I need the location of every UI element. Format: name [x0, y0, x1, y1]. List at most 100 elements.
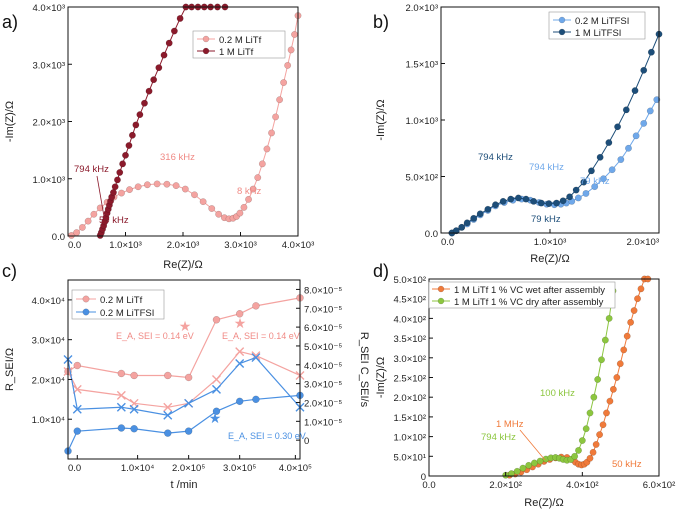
data-point-a-1 [160, 51, 168, 59]
data-point-b-1 [522, 195, 530, 203]
cross-point-c-3 [211, 384, 221, 394]
y-tick-label-b: 1.5×10³ [406, 60, 439, 71]
data-point-b-0 [608, 166, 616, 174]
data-point-a-1 [136, 111, 144, 119]
y2-tick-label-c: 4.0×10⁻⁵ [304, 361, 342, 372]
legend-label-c: 0.2 M LiTf [100, 295, 143, 306]
data-point-d-1 [590, 393, 598, 401]
data-point-d-0 [592, 441, 600, 448]
y-tick-label-d: 2.5×10² [394, 374, 427, 385]
data-point-a-1 [125, 142, 133, 149]
y-tick-label-b: 1.0×10³ [406, 116, 439, 127]
data-point-c-2 [212, 407, 221, 416]
y-tick-label-b: 5.0×10² [406, 173, 439, 184]
data-point-b-1 [463, 219, 471, 227]
y-tick-label-b: 0.0 [425, 229, 438, 240]
data-point-c-0 [130, 371, 138, 380]
panel-b-label: b) [373, 12, 389, 32]
data-point-d-0 [589, 448, 597, 456]
data-point-a-0 [208, 205, 216, 212]
data-point-a-0 [236, 209, 244, 217]
y-tick-label-d: 4.5×10² [394, 295, 427, 306]
data-point-a-0 [73, 229, 81, 237]
y-tick-label-d: 1.5×10² [394, 413, 427, 424]
y-tick-label-b: 2.0×10³ [406, 3, 439, 14]
y-tick-label-a: 1.0×10³ [33, 175, 66, 186]
data-point-a-1 [150, 76, 158, 84]
legend-label-a: 0.2 M LiTf [219, 35, 262, 46]
cross-point-c-3 [116, 402, 126, 412]
data-point-a-1 [114, 176, 121, 184]
legend-marker-c [82, 295, 90, 303]
x-axis-label-a: Re(Z)/Ω [163, 259, 202, 271]
legend-marker-d [437, 285, 445, 293]
legend-box-a [192, 30, 286, 59]
cross-point-c-3 [184, 398, 194, 408]
data-point-c-0 [235, 310, 244, 318]
series-line-d-0 [509, 278, 648, 476]
data-point-c-0 [252, 302, 260, 310]
panel-c: c) ★ ★ ★ 0.0 1.0×10⁴ 2.0×10⁵ 3.0×10⁵ 4.0×10⁵ 1.0×… [2, 261, 370, 491]
legend-marker-a [202, 47, 210, 55]
data-point-d-0 [603, 409, 610, 417]
data-point-a-1 [165, 39, 173, 47]
y2-tick-label-c: 7.0×10⁻⁵ [304, 304, 342, 315]
data-point-a-0 [118, 189, 125, 197]
data-point-b-1 [587, 167, 595, 175]
data-point-c-2 [235, 397, 244, 406]
data-point-d-1 [605, 314, 613, 322]
data-point-c-0 [73, 361, 82, 370]
data-point-a-0 [245, 195, 253, 203]
data-point-a-0 [268, 129, 275, 137]
annotation-a-316khz: 316 kHz [160, 152, 195, 163]
y-tick-label-d: 2.0×10² [394, 393, 427, 404]
cross-point-c-3 [72, 404, 82, 414]
data-point-a-0 [240, 203, 248, 211]
data-point-d-1 [507, 470, 515, 478]
x-tick-label-d: 2.0×10² [489, 480, 522, 491]
y-tick-label-a: 0.0 [52, 232, 65, 243]
panel-a-label: a) [2, 12, 18, 32]
legend-box-b [548, 11, 646, 40]
data-point-b-0 [640, 119, 648, 127]
annotation-b-794khz-dark: 794 kHz [478, 152, 513, 163]
x-tick-label-b: 0.0 [441, 237, 454, 248]
data-point-b-1 [452, 227, 460, 235]
data-point-c-0 [184, 373, 193, 382]
annotation-line-d [519, 429, 546, 461]
data-point-a-0 [263, 145, 271, 153]
data-point-d-1 [586, 409, 594, 417]
data-point-b-1 [622, 106, 630, 114]
data-point-d-0 [599, 421, 607, 429]
star-marker-c: ★ [209, 410, 222, 426]
plot-frame-b [440, 6, 660, 234]
y-axis-label-c: R_SEI/Ω [4, 348, 16, 391]
data-point-a-1 [109, 189, 117, 196]
x-axis-label-d: Re(Z)/Ω [524, 497, 563, 509]
legend-marker-c [82, 308, 90, 316]
data-point-d-0 [606, 397, 614, 405]
data-point-d-0 [616, 360, 624, 368]
star-marker-c: ★ [234, 315, 247, 331]
x-tick-label-a: 3.0×10³ [224, 240, 257, 251]
y-tick-label-a: 2.0×10³ [33, 118, 66, 129]
data-point-c-0 [212, 316, 221, 324]
data-point-d-0 [620, 346, 628, 354]
data-point-b-1 [499, 197, 507, 205]
data-point-b-1 [537, 199, 545, 207]
legend-box-d [428, 281, 616, 309]
y-tick-label-d: 5.0×10¹ [394, 452, 427, 463]
data-point-b-1 [545, 200, 553, 208]
y-axis-label-d: -Im(Z)/Ω [375, 357, 387, 398]
annotation-a-8khz: 8 kHz [237, 186, 262, 197]
data-point-d-1 [578, 437, 586, 444]
annotation-b-794khz-light: 794 kHz [529, 162, 564, 173]
cross-point-c-3 [235, 359, 245, 369]
cross-point-c-1 [116, 390, 126, 400]
data-point-b-0 [599, 175, 607, 183]
data-point-d-1 [571, 452, 579, 460]
annotation-c-014ev-2: E_A, SEI = 0.14 eV [222, 331, 300, 341]
panel-d-label: d) [373, 261, 389, 281]
legend-marker-a [202, 35, 210, 43]
y-tick-label-c: 2.0×10⁴ [32, 375, 65, 386]
